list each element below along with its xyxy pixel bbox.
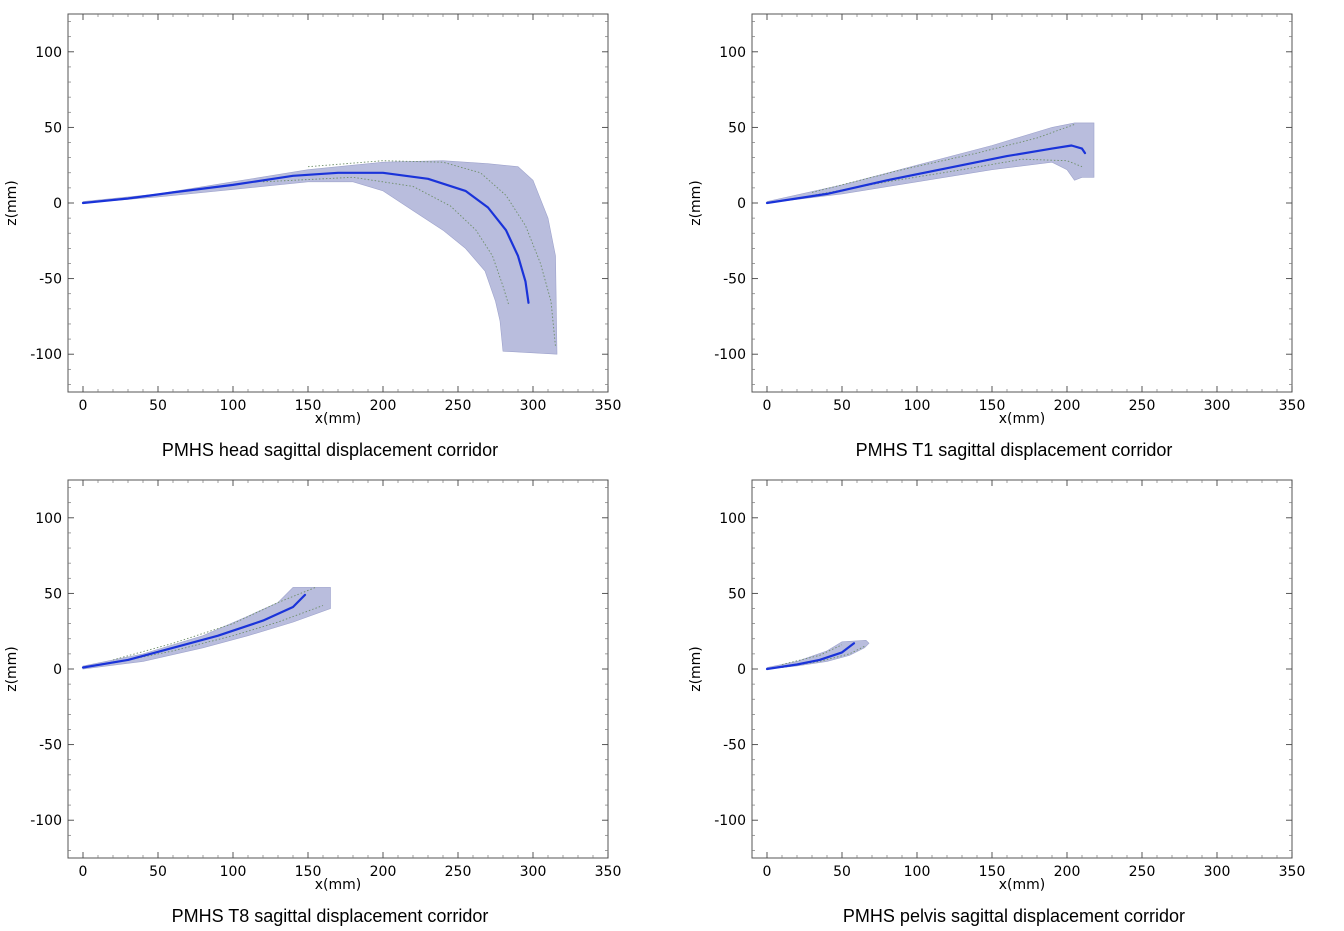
x-tick-label: 250	[1129, 864, 1156, 880]
x-tick-label: 50	[149, 398, 167, 414]
y-axis-label: z(mm)	[688, 646, 704, 692]
x-tick-label: 350	[1279, 864, 1306, 880]
corridor-bound-line	[262, 176, 510, 306]
x-tick-label: 350	[595, 398, 622, 414]
x-tick-label: 150	[295, 864, 322, 880]
corridor-bound-line	[781, 644, 843, 665]
y-tick-label: 100	[719, 511, 746, 527]
x-tick-label: 250	[1129, 398, 1156, 414]
corridor-area	[82, 160, 558, 355]
mean-curve	[765, 144, 1087, 205]
chart-caption: PMHS T1 sagittal displacement corridor	[855, 440, 1173, 460]
y-tick-label: 50	[728, 120, 746, 136]
x-tick-label: 50	[149, 864, 167, 880]
x-tick-label: 50	[833, 864, 851, 880]
y-tick-label: 0	[737, 196, 746, 212]
chart-t1: 0 50 100 150 200 250 300 350 -100 -50 0 50 100 x(mm) z…	[688, 13, 1306, 427]
y-tick-label: -100	[714, 813, 746, 829]
corridor-bound-line	[307, 160, 556, 347]
chart-caption: PMHS pelvis sagittal displacement corrid…	[842, 906, 1186, 926]
mean-curve	[765, 642, 856, 671]
chart-caption: PMHS T8 sagittal displacement corridor	[171, 906, 489, 926]
x-tick-label: 350	[595, 864, 622, 880]
y-tick-label: -50	[723, 738, 746, 754]
mean-curve	[81, 171, 530, 304]
panel-t8: 0 50 100 150 200 250 300 350 -100 -50 0 50 100 x(mm) z…	[0, 466, 660, 931]
x-tick-label: 300	[1204, 398, 1231, 414]
panel-pelvis: 0 50 100 150 200 250 300 350 -100 -50 0 50 100 x(mm) z…	[684, 466, 1344, 931]
chart-t8: 0 50 100 150 200 250 300 350 -100 -50 0 50 100 x(mm) z…	[4, 479, 622, 893]
y-tick-label: -100	[714, 347, 746, 363]
y-tick-label: 0	[53, 662, 62, 678]
corridor-area	[766, 639, 870, 670]
x-tick-label: 0	[763, 398, 772, 414]
corridor-area	[766, 122, 1095, 204]
panel-t1: 0 50 100 150 200 250 300 350 -100 -50 0 50 100 x(mm) z…	[684, 0, 1344, 465]
y-axis-label: z(mm)	[4, 646, 20, 692]
y-tick-label: 100	[35, 45, 62, 61]
plot-frame	[67, 479, 609, 859]
x-tick-label: 300	[520, 398, 547, 414]
x-tick-label: 200	[1054, 864, 1081, 880]
mean-curve	[81, 593, 307, 669]
x-axis-label: x(mm)	[999, 411, 1045, 427]
chart-pelvis: 0 50 100 150 200 250 300 350 -100 -50 0 50 100 x(mm) z…	[688, 479, 1306, 893]
panel-head: 0 50 100 150 200 250 300 350 -100 -50 0 50 100 x(mm) z…	[0, 0, 660, 465]
x-tick-label: 100	[220, 398, 247, 414]
chart-caption: PMHS head sagittal displacement corridor	[161, 440, 499, 460]
x-tick-label: 0	[79, 864, 88, 880]
x-tick-label: 300	[1204, 864, 1231, 880]
y-tick-label: 50	[728, 586, 746, 602]
y-tick-label: -100	[30, 347, 62, 363]
x-tick-label: 150	[295, 398, 322, 414]
y-tick-label: 50	[44, 586, 62, 602]
x-axis-label: x(mm)	[315, 411, 361, 427]
x-axis-label: x(mm)	[999, 877, 1045, 893]
y-axis-label: z(mm)	[688, 180, 704, 226]
x-tick-label: 100	[904, 398, 931, 414]
x-tick-label: 0	[79, 398, 88, 414]
x-tick-label: 150	[979, 398, 1006, 414]
x-tick-label: 0	[763, 864, 772, 880]
y-tick-label: -50	[39, 738, 62, 754]
x-tick-label: 250	[445, 864, 472, 880]
x-tick-label: 200	[370, 398, 397, 414]
y-tick-label: -50	[39, 272, 62, 288]
x-tick-label: 250	[445, 398, 472, 414]
y-tick-label: 0	[53, 196, 62, 212]
chart-head: 0 50 100 150 200 250 300 350 -100 -50 0 50 100 x(mm) z…	[4, 13, 622, 427]
x-tick-label: 200	[370, 864, 397, 880]
y-tick-label: -100	[30, 813, 62, 829]
y-tick-label: 0	[737, 662, 746, 678]
y-axis-label: z(mm)	[4, 180, 20, 226]
x-tick-label: 350	[1279, 398, 1306, 414]
x-tick-label: 200	[1054, 398, 1081, 414]
x-tick-label: 50	[833, 398, 851, 414]
plot-frame	[751, 13, 1293, 393]
y-tick-label: -50	[723, 272, 746, 288]
x-tick-label: 100	[220, 864, 247, 880]
corridor-bound-line	[112, 605, 324, 664]
x-tick-label: 100	[904, 864, 931, 880]
corridor-area	[82, 587, 331, 670]
plot-frame	[751, 479, 1293, 859]
x-axis-label: x(mm)	[315, 877, 361, 893]
y-tick-label: 100	[35, 511, 62, 527]
x-tick-label: 300	[520, 864, 547, 880]
y-tick-label: 100	[719, 45, 746, 61]
y-tick-label: 50	[44, 120, 62, 136]
x-tick-label: 150	[979, 864, 1006, 880]
